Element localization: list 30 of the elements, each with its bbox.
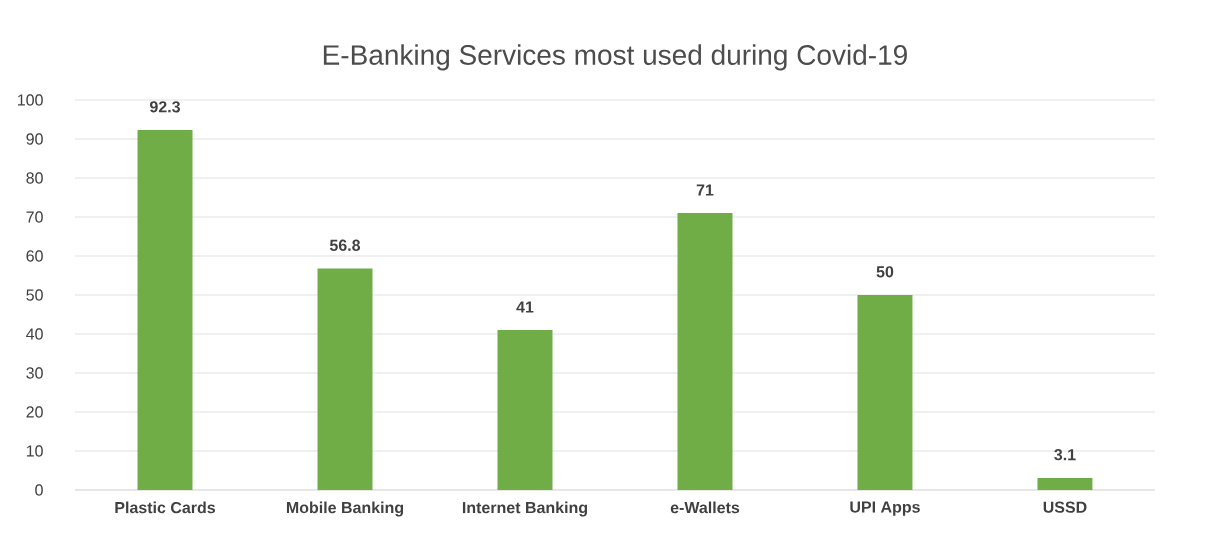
y-tick-label: 100 bbox=[18, 94, 43, 106]
x-tick-label: UPI Apps bbox=[850, 501, 920, 516]
x-tick-label: Plastic Cards bbox=[115, 501, 216, 514]
y-tick-label: 20 bbox=[26, 406, 43, 418]
bar bbox=[137, 130, 193, 490]
bar bbox=[857, 294, 913, 490]
x-tick-label: Internet Banking bbox=[462, 501, 588, 517]
bar bbox=[677, 213, 733, 490]
y-tick-label: 60 bbox=[26, 250, 43, 262]
x-tick-label: e-Wallets bbox=[670, 501, 740, 514]
bar bbox=[1037, 477, 1093, 490]
y-tick-label: 30 bbox=[26, 367, 43, 379]
data-label: 41 bbox=[516, 301, 534, 313]
y-tick-label: 40 bbox=[26, 328, 43, 340]
bar bbox=[497, 330, 553, 490]
y-tick-label: 80 bbox=[26, 172, 43, 184]
x-tick-label: Mobile Banking bbox=[286, 501, 404, 517]
bar bbox=[317, 268, 373, 490]
y-tick-label: 10 bbox=[26, 445, 43, 457]
data-label: 50 bbox=[876, 266, 894, 278]
y-tick-label: 90 bbox=[26, 133, 43, 145]
y-tick-label: 70 bbox=[26, 211, 43, 223]
y-tick-label: 50 bbox=[26, 289, 43, 301]
data-label: 92.3 bbox=[149, 101, 180, 113]
data-label: 71 bbox=[696, 184, 714, 196]
data-label: 56.8 bbox=[329, 239, 361, 251]
x-tick-label: USSD bbox=[1043, 501, 1087, 513]
data-label: 3.1 bbox=[1054, 449, 1076, 461]
y-tick-label: 0 bbox=[35, 484, 43, 496]
chart-title: E-Banking Services most used during Covid-19 bbox=[323, 44, 907, 71]
